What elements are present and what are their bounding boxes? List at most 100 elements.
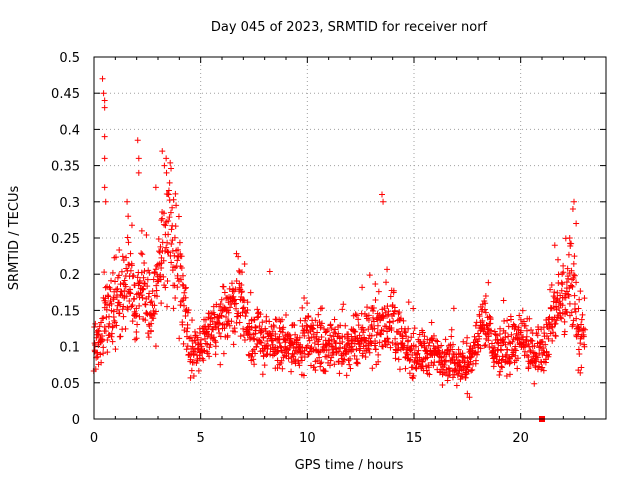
data-point <box>347 365 354 372</box>
data-point <box>190 351 197 358</box>
data-point <box>340 358 347 365</box>
data-point <box>536 350 543 357</box>
data-point <box>372 297 379 304</box>
data-point <box>502 334 509 341</box>
data-point <box>410 372 417 379</box>
data-point <box>147 311 154 318</box>
data-point <box>565 291 572 298</box>
data-point <box>126 261 133 268</box>
data-point <box>117 301 124 308</box>
data-point <box>392 307 399 314</box>
y-axis-label: SRMTID / TECUs <box>7 186 22 291</box>
data-point <box>555 256 561 263</box>
data-point <box>108 300 115 307</box>
data-point <box>133 305 140 312</box>
data-point <box>180 340 187 347</box>
data-point <box>579 311 586 318</box>
data-point <box>465 368 472 375</box>
data-point <box>564 265 571 272</box>
data-point <box>452 365 459 372</box>
data-point <box>380 313 387 320</box>
data-point <box>568 240 575 247</box>
data-point <box>499 364 506 371</box>
data-point <box>555 271 562 278</box>
data-point <box>152 184 159 191</box>
data-point <box>233 305 240 312</box>
data-point <box>496 371 503 378</box>
data-point <box>406 357 413 364</box>
data-point <box>369 365 376 372</box>
data-point <box>460 354 467 361</box>
data-point <box>190 373 197 380</box>
data-point <box>119 253 126 260</box>
data-point <box>582 326 589 333</box>
data-point <box>112 254 119 261</box>
data-point <box>116 246 123 253</box>
data-point <box>368 332 375 339</box>
data-point <box>235 253 242 260</box>
data-point <box>292 331 299 338</box>
data-point <box>104 349 111 356</box>
data-point <box>487 316 494 323</box>
data-point <box>202 340 209 347</box>
data-point <box>383 279 390 286</box>
data-point <box>318 359 325 366</box>
data-point <box>133 329 140 336</box>
data-point <box>569 283 576 290</box>
data-point <box>553 297 560 304</box>
data-point <box>578 364 585 371</box>
data-point <box>141 260 148 267</box>
data-point <box>116 272 123 279</box>
data-point <box>352 311 359 318</box>
data-point <box>498 363 505 370</box>
data-point <box>291 350 298 357</box>
data-point <box>573 315 580 322</box>
data-point <box>109 269 116 276</box>
data-point <box>206 344 213 351</box>
data-point <box>490 363 497 370</box>
data-point <box>175 213 182 220</box>
data-point <box>409 364 416 371</box>
data-point <box>402 365 409 372</box>
data-point <box>152 343 159 350</box>
data-point <box>129 318 136 325</box>
data-point <box>380 327 387 334</box>
data-point <box>217 361 224 368</box>
data-point <box>160 257 167 264</box>
data-point <box>309 326 316 333</box>
data-point <box>559 281 566 288</box>
data-point <box>324 326 331 333</box>
data-point <box>483 321 490 328</box>
data-point <box>258 326 265 333</box>
data-point <box>332 339 339 346</box>
data-point <box>108 277 115 284</box>
data-point <box>181 289 188 296</box>
data-point <box>346 361 353 368</box>
data-point <box>107 286 114 293</box>
data-point <box>415 347 422 354</box>
data-point <box>478 325 485 332</box>
data-point <box>577 369 584 376</box>
data-point <box>351 328 358 335</box>
data-point <box>581 295 588 302</box>
data-point <box>237 312 244 319</box>
data-point <box>433 337 440 344</box>
data-point <box>488 327 495 334</box>
data-point <box>140 285 147 292</box>
data-point <box>412 343 419 350</box>
data-point <box>362 353 369 360</box>
data-point <box>304 342 311 349</box>
data-point <box>328 325 335 332</box>
data-point <box>257 311 264 318</box>
data-point <box>114 285 121 292</box>
data-point <box>444 347 451 354</box>
data-point <box>299 330 306 337</box>
data-point <box>123 254 130 261</box>
data-point <box>268 332 275 339</box>
data-point <box>494 339 501 346</box>
data-point <box>535 323 542 330</box>
data-point <box>375 358 382 365</box>
data-point <box>540 345 547 352</box>
data-point <box>299 323 306 330</box>
data-point <box>151 302 158 309</box>
